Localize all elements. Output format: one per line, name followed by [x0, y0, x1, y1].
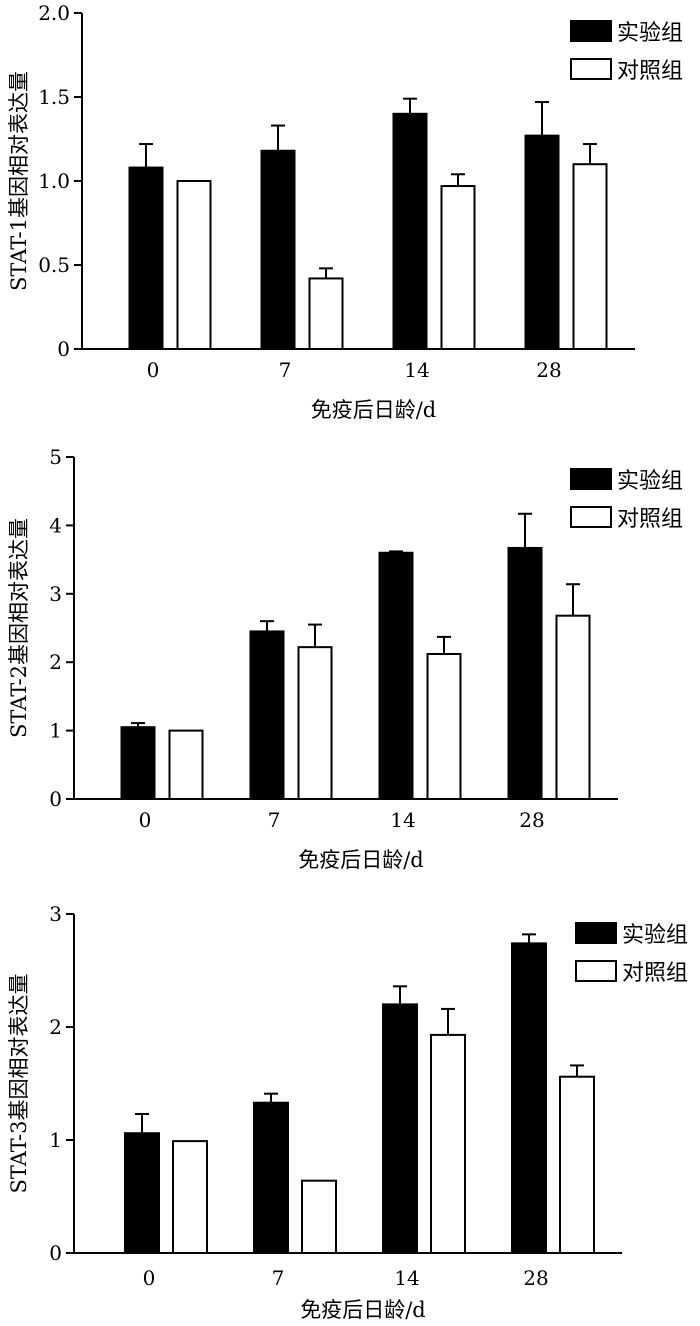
y-tick-label: 3 [49, 582, 62, 606]
y-axis-title: STAT-2基因相对表达量 [7, 518, 31, 738]
chart-panel-1: 0 0.5 1.0 1.5 2.0 STAT-1基因相对表达量 0 7 14 28 免疫后日龄/d 实… [7, 1, 683, 422]
y-axis-title: STAT-3基因相对表达量 [7, 973, 31, 1193]
x-tick-label: 28 [519, 808, 544, 832]
legend-label-experimental: 实验组 [622, 923, 688, 948]
y-tick-label: 2 [49, 1015, 62, 1039]
y-tick-label: 1.5 [38, 85, 70, 109]
legend-label-experimental: 实验组 [617, 469, 683, 494]
y-tick-label: 0 [49, 1241, 62, 1265]
legend-label-control: 对照组 [622, 961, 688, 986]
y-tick-label: 0 [49, 787, 62, 811]
legend-swatch-experimental [570, 20, 612, 42]
y-tick-label: 4 [49, 513, 62, 537]
legend-label-control: 对照组 [617, 507, 683, 532]
bar-control-0 [172, 1140, 208, 1255]
y-tick-label: 5 [49, 445, 62, 469]
x-axis-title: 免疫后日龄/d [311, 398, 437, 422]
bar-control-28 [572, 163, 608, 350]
y-tick-label: 2.0 [38, 1, 70, 25]
y-tick-label: 0 [57, 337, 70, 361]
legend-swatch-control [575, 960, 617, 982]
y-tick-label: 3 [49, 902, 62, 926]
x-tick-label: 0 [147, 358, 160, 382]
y-tick-label: 2 [49, 650, 62, 674]
x-tick-label: 14 [404, 358, 429, 382]
x-tick-label: 28 [536, 358, 561, 382]
bar-experimental-7 [260, 149, 296, 350]
bar-experimental-14 [392, 112, 428, 350]
bar-experimental-28 [507, 546, 543, 800]
legend-label-experimental: 实验组 [617, 21, 683, 46]
x-tick-label: 7 [279, 358, 292, 382]
x-tick-label: 28 [523, 1266, 548, 1290]
bar-experimental-7 [253, 1101, 289, 1254]
bar-experimental-7 [249, 630, 285, 800]
bar-control-0 [168, 729, 204, 800]
x-tick-label: 14 [394, 1266, 419, 1290]
x-tick-label: 14 [390, 808, 415, 832]
bar-experimental-14 [382, 1003, 418, 1255]
y-tick-label: 1.0 [38, 169, 70, 193]
x-axis-title: 免疫后日龄/d [298, 848, 424, 872]
x-tick-label: 0 [139, 808, 152, 832]
legend-swatch-experimental [570, 468, 612, 490]
x-tick-label: 0 [143, 1266, 156, 1290]
x-axis-title: 免疫后日龄/d [300, 1298, 426, 1322]
y-tick-label: 1 [49, 719, 62, 743]
x-tick-label: 7 [272, 1266, 285, 1290]
x-tick-label: 7 [268, 808, 281, 832]
bar-experimental-0 [120, 726, 156, 800]
bar-experimental-28 [524, 134, 560, 350]
y-tick-label: 0.5 [38, 253, 70, 277]
y-axis-title: STAT-1基因相对表达量 [7, 71, 31, 291]
bar-control-7 [308, 277, 344, 350]
legend-swatch-experimental [575, 922, 617, 944]
bar-control-14 [426, 652, 462, 800]
bar-control-7 [297, 646, 333, 800]
bar-control-28 [555, 614, 591, 800]
bar-control-28 [559, 1075, 595, 1254]
bar-control-7 [301, 1179, 337, 1255]
legend-swatch-control [570, 58, 612, 80]
bar-control-14 [440, 185, 476, 350]
bar-control-0 [176, 180, 212, 350]
bar-experimental-0 [124, 1132, 160, 1254]
legend-label-control: 对照组 [617, 59, 683, 84]
bar-experimental-0 [128, 166, 164, 350]
y-tick-label: 1 [49, 1128, 62, 1152]
bar-experimental-28 [511, 942, 547, 1254]
legend-swatch-control [570, 506, 612, 528]
bar-experimental-14 [378, 551, 414, 801]
bar-control-14 [430, 1033, 466, 1255]
